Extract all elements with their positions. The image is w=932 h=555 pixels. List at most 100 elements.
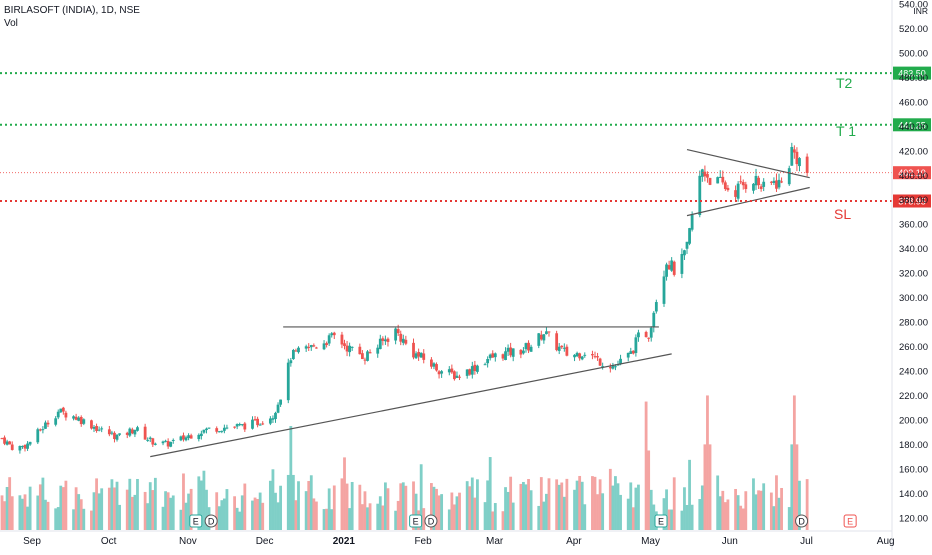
volume-bar	[601, 493, 605, 530]
volume-bar	[128, 478, 132, 530]
volume-bar	[276, 502, 280, 530]
volume-bar	[258, 492, 262, 530]
candle-body	[77, 417, 81, 421]
y-tick-label: 200.00	[899, 415, 928, 426]
symbol-title[interactable]: BIRLASOFT (INDIA), 1D, NSE	[4, 5, 140, 16]
volume-bar	[268, 480, 272, 530]
trendlines[interactable]	[150, 148, 810, 458]
volume-bar	[72, 509, 75, 530]
y-tick-label: 460.00	[899, 97, 928, 108]
candle-body	[795, 151, 799, 165]
candle-body	[430, 359, 433, 367]
candle-body	[358, 346, 362, 355]
volume-bar	[649, 489, 653, 530]
volume-bar	[46, 501, 50, 530]
y-tick-label: 380.00	[899, 195, 928, 206]
volume-bar	[614, 476, 617, 530]
candle-body	[95, 425, 98, 432]
candle-body	[146, 439, 150, 441]
candle-body	[706, 174, 709, 178]
volume-bar	[626, 498, 630, 530]
candle-body	[685, 241, 689, 249]
volume-bar	[202, 470, 206, 530]
volume-bar	[578, 475, 582, 530]
candle-body	[455, 375, 459, 378]
candle-body	[8, 441, 12, 445]
candle-body	[363, 359, 367, 361]
event-marker-label: E	[658, 517, 664, 527]
volume-bar	[312, 498, 316, 530]
volume-bar	[143, 491, 147, 530]
candle-body	[476, 365, 479, 372]
volume-bar	[596, 494, 599, 530]
candle-body	[591, 354, 594, 356]
price-axis[interactable]: 120.00 140.00 160.00 180.00 200.00 220.00 240.…	[891, 0, 928, 550]
volume-bar	[647, 450, 651, 530]
candle-body	[468, 369, 472, 375]
candle-body	[419, 352, 423, 358]
candle-body	[182, 435, 185, 440]
candle-body	[680, 253, 684, 274]
volume-bar	[539, 477, 543, 530]
volume-bar	[146, 503, 150, 530]
candle-body	[721, 176, 725, 183]
candle-body	[593, 356, 597, 358]
candle-body	[184, 437, 188, 441]
volume-bar	[688, 459, 691, 530]
candle-body	[601, 366, 605, 368]
volume-bar	[598, 479, 602, 530]
candle-body	[798, 158, 801, 167]
volume-bar	[368, 503, 372, 530]
volume-bar	[752, 478, 755, 530]
volume-bar	[404, 485, 408, 530]
volume-bar	[401, 482, 405, 530]
volume-bar	[184, 502, 188, 530]
time-axis[interactable]: Sep Oct Nov Dec 2021 Feb Mar Apr May Jun Jul Aug	[0, 530, 895, 547]
volume-bar	[575, 480, 579, 530]
volume-bar	[476, 479, 479, 530]
candle-body	[404, 339, 408, 344]
volume-bar	[396, 500, 400, 530]
volume-bar	[493, 503, 497, 530]
volume-bar	[736, 495, 740, 530]
volume-bar	[662, 498, 666, 530]
candle-body	[580, 356, 584, 360]
volume-bar	[350, 481, 354, 530]
y-tick-label: 340.00	[899, 244, 928, 255]
candle-body	[777, 179, 781, 188]
y-tick-label: 160.00	[899, 464, 928, 475]
volume-bar	[672, 477, 676, 530]
candle-body	[107, 429, 111, 435]
candle-body	[243, 423, 247, 430]
volume-bar	[685, 504, 689, 530]
candle-body	[578, 353, 582, 359]
candle-body	[545, 331, 548, 335]
level-price-badge	[893, 118, 931, 132]
volume-bar	[690, 504, 694, 530]
candle-body	[256, 418, 259, 426]
volume-bar	[529, 490, 533, 530]
candle-body	[368, 352, 372, 354]
candle-body	[128, 428, 132, 436]
volume-bars	[0, 395, 809, 530]
volume-bar	[491, 511, 495, 530]
candle-body	[345, 345, 349, 352]
volume-bar	[527, 479, 530, 530]
candle-body	[268, 418, 272, 424]
volume-bar	[805, 479, 809, 530]
earnings-marker	[843, 514, 857, 528]
volume-bar	[360, 504, 364, 530]
volume-bar	[5, 486, 9, 530]
candle-body	[0, 438, 4, 440]
candle-body	[399, 333, 403, 342]
volume-bar	[330, 509, 334, 530]
candle-body	[325, 343, 329, 345]
candle-body	[440, 371, 444, 374]
y-tick-label: 180.00	[899, 440, 928, 451]
candle-body	[205, 428, 208, 431]
candle-body	[741, 182, 745, 186]
horizontal-levels[interactable]: T2 483.50 T 1 441.25 SL 378.95 402.10	[0, 66, 931, 222]
